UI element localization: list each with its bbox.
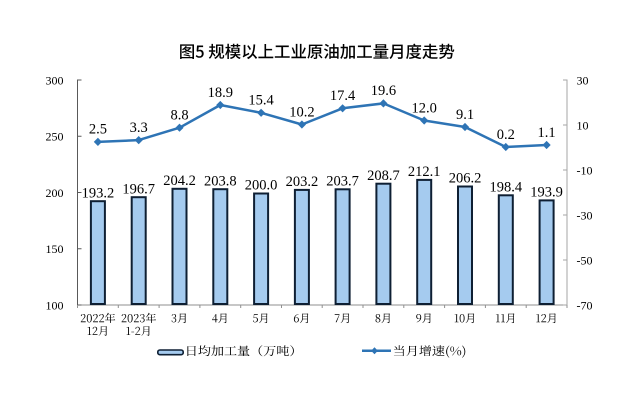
- svg-text:200: 200: [46, 186, 64, 200]
- svg-text:9.1: 9.1: [456, 107, 474, 123]
- svg-text:204.2: 204.2: [163, 173, 196, 189]
- svg-text:206.2: 206.2: [449, 171, 482, 187]
- svg-text:200.0: 200.0: [245, 178, 278, 194]
- svg-text:198.4: 198.4: [489, 180, 522, 196]
- svg-text:-70: -70: [577, 298, 593, 312]
- svg-text:12.0: 12.0: [412, 100, 437, 116]
- svg-text:150: 150: [46, 242, 64, 256]
- svg-text:0.2: 0.2: [497, 127, 515, 143]
- svg-text:8.8: 8.8: [170, 108, 188, 124]
- svg-text:193.9: 193.9: [530, 185, 563, 201]
- svg-text:193.2: 193.2: [82, 185, 115, 201]
- svg-text:1.1: 1.1: [538, 125, 556, 141]
- svg-text:3.3: 3.3: [130, 120, 148, 136]
- svg-text:-50: -50: [577, 253, 593, 267]
- svg-text:250: 250: [46, 130, 64, 144]
- svg-text:203.2: 203.2: [286, 174, 319, 190]
- svg-text:-10: -10: [577, 163, 593, 177]
- svg-text:212.1: 212.1: [408, 164, 441, 180]
- svg-text:208.7: 208.7: [367, 168, 400, 184]
- svg-text:18.9: 18.9: [208, 85, 233, 101]
- svg-text:100: 100: [46, 298, 64, 312]
- svg-text:-30: -30: [577, 208, 593, 222]
- svg-text:15.4: 15.4: [248, 93, 274, 109]
- svg-text:196.7: 196.7: [122, 181, 155, 197]
- svg-text:203.8: 203.8: [204, 173, 237, 189]
- svg-text:30: 30: [577, 73, 589, 87]
- svg-text:19.6: 19.6: [371, 83, 396, 99]
- svg-text:300: 300: [46, 73, 64, 87]
- svg-text:10.2: 10.2: [289, 104, 314, 120]
- svg-text:203.7: 203.7: [326, 174, 359, 190]
- svg-text:2.5: 2.5: [89, 122, 107, 138]
- svg-text:10: 10: [577, 118, 589, 132]
- svg-text:17.4: 17.4: [330, 88, 356, 104]
